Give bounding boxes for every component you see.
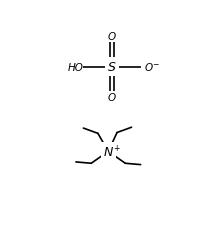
Text: HO: HO: [68, 62, 84, 72]
Text: O: O: [108, 32, 116, 42]
Text: S: S: [108, 61, 116, 74]
Text: +: +: [113, 143, 119, 152]
Text: N: N: [104, 145, 113, 158]
Text: −: −: [152, 60, 158, 69]
Text: O: O: [144, 62, 152, 72]
Text: O: O: [108, 93, 116, 103]
